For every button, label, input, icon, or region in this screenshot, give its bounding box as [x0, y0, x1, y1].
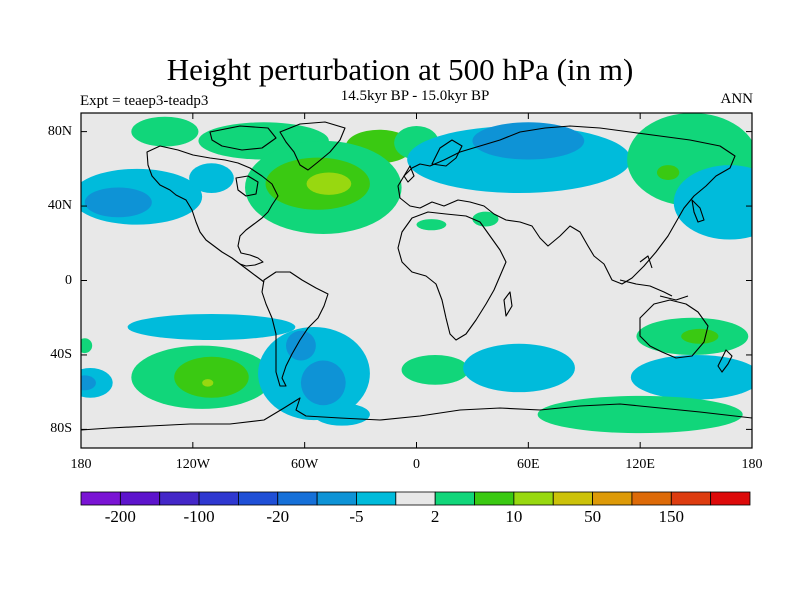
contour-region-15	[189, 163, 234, 194]
contour-region-16	[416, 219, 447, 231]
coastline-japan	[691, 199, 705, 223]
lon-label: 0	[413, 457, 420, 472]
contour-region-32	[681, 328, 719, 344]
colorbar-swatch	[631, 491, 672, 506]
contour-region-17	[472, 211, 499, 227]
contour-region-11	[656, 165, 680, 180]
contour-region-29	[463, 343, 575, 393]
contour-region-9	[472, 122, 585, 160]
colorbar-swatch	[513, 491, 554, 506]
lon-label: 180	[741, 457, 763, 472]
colorbar-swatch	[238, 491, 279, 506]
coastline-antarctica	[81, 397, 752, 431]
colorbar-swatch	[592, 491, 633, 506]
contour-region-14	[84, 187, 152, 218]
map-title: Height perturbation at 500 hPa (in m)	[166, 52, 634, 87]
colorbar-swatch	[119, 491, 161, 506]
colorbar-swatch	[159, 491, 200, 506]
coastline-greenland	[279, 121, 346, 171]
axis-ticks	[80, 113, 753, 448]
lat-label: 80S	[50, 421, 72, 437]
contour-region-20	[174, 356, 249, 398]
lon-label: 120W	[175, 457, 210, 472]
coastline-north-america	[146, 145, 279, 267]
colorbar-swatch	[434, 491, 475, 506]
colorbar-label: 50	[584, 507, 602, 526]
contour-region-33	[537, 395, 743, 434]
contour-region-12	[673, 165, 752, 240]
coastline-new-zealand	[717, 349, 733, 373]
lat-label: 40S	[50, 346, 72, 362]
lat-label: 80N	[47, 123, 72, 139]
colorbar-swatch	[80, 491, 121, 506]
coastline-eurasia	[397, 125, 736, 285]
coastline-south-america	[261, 271, 329, 387]
coastline-australia	[639, 299, 709, 359]
period-label: ANN	[720, 91, 754, 107]
contour-region-22	[81, 367, 113, 398]
contour-region-1	[131, 116, 199, 147]
colorbar-swatch	[552, 491, 593, 506]
contour-region-26	[300, 360, 346, 406]
colorbar-label: -5	[349, 507, 364, 526]
colorbar-swatch	[277, 491, 318, 506]
colorbar-swatch	[316, 491, 357, 506]
colorbar-label: 10	[505, 507, 523, 526]
colorbar-swatch	[474, 491, 515, 506]
coastline-maritime-asia	[619, 255, 689, 301]
contour-region-34	[313, 403, 370, 426]
lon-label: 120E	[625, 457, 655, 472]
coastline-africa	[397, 211, 507, 341]
lon-label: 60E	[517, 457, 540, 472]
colorbar-label: 150	[658, 507, 685, 526]
coastline-uk	[403, 165, 415, 183]
contour-region-28	[401, 354, 469, 385]
colorbar-swatch	[710, 491, 751, 506]
contour-region-6	[306, 172, 352, 195]
colorbar-label: -20	[266, 507, 290, 526]
coastline-scandinavia	[431, 139, 463, 167]
contour-region-24	[81, 338, 93, 354]
coastline-central-america	[239, 263, 265, 283]
colorbar	[80, 491, 751, 506]
colorbar-label: -100	[183, 507, 215, 526]
colorbar-label: -200	[104, 507, 136, 526]
coastline-hudson-bay	[235, 175, 259, 197]
contour-region-23	[81, 375, 96, 391]
contour-region-27	[286, 330, 316, 361]
coastlines	[81, 121, 752, 431]
lat-label: 40N	[47, 198, 72, 214]
contour-layer	[81, 113, 752, 434]
contour-region-21	[202, 379, 214, 387]
colorbar-swatch	[356, 491, 397, 506]
experiment-label: Expt = teaep3-teadp3	[80, 93, 209, 109]
contour-region-18	[127, 314, 296, 341]
contour-region-30	[630, 354, 752, 400]
colorbar-swatch	[670, 491, 712, 506]
colorbar-label: 2	[430, 507, 440, 526]
colorbar-swatch	[198, 491, 239, 506]
colorbar-swatch	[395, 491, 436, 506]
map-plot-area	[80, 112, 753, 449]
lon-label: 60W	[291, 457, 319, 472]
lat-label: 0	[65, 272, 72, 288]
coastline-arctic-islands	[209, 125, 277, 151]
coastline-madagascar	[503, 291, 513, 317]
map-subtitle: 14.5kyr BP - 15.0kyr BP	[340, 88, 490, 104]
lon-label: 180	[70, 457, 92, 472]
